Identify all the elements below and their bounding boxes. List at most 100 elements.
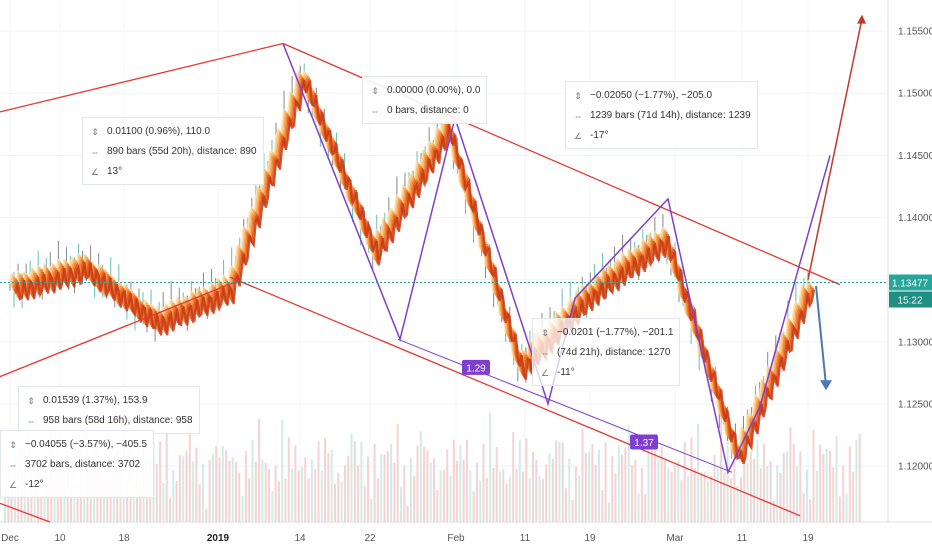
x-tick-label: 19 [584,533,596,544]
volume-bar [805,469,808,522]
volume-bar [436,490,439,522]
countdown-badge [889,291,932,308]
volume-bar [499,471,501,522]
volume-bar [716,468,719,522]
volume-bar [281,419,284,522]
volume-bar [607,502,610,522]
measure-box-3[interactable]: ⇕ −0.02050 (−1.77%), −205.0 ⇔ 1239 bars (7… [565,81,758,149]
volume-bar [815,471,818,522]
volume-bar [753,458,756,522]
volume-bar [591,443,594,522]
volume-bar [380,454,383,522]
volume-bar [551,458,554,522]
volume-bar [360,441,363,522]
volume-bar [165,429,168,522]
measure-box-6[interactable]: ⇕ −0.04055 (−3.57%), −405.5 ⇔ 3702 bars, d… [0,430,155,498]
volume-bar [779,472,782,522]
volume-bar [604,442,607,522]
volume-bar [657,459,660,522]
volume-bar [776,465,779,522]
volume-bar [4,487,6,522]
measure-box-2[interactable]: ⇕ 0.00000 (0.00%), 0.0 ⇔ 0 bars, distance:… [362,76,488,124]
volume-bar [756,439,759,522]
volume-bar [271,490,274,522]
volume-bar [634,459,637,522]
price-range-icon: ⇕ [574,91,582,101]
volume-bar [353,441,356,522]
volume-bar [363,485,366,522]
y-tick-label: 1.12000 [898,462,932,473]
volume-bar [330,449,333,522]
volume-bar [842,465,845,522]
volume-bar [10,481,13,522]
volume-bar [162,482,165,522]
measure-box-1[interactable]: ⇕ 0.01100 (0.96%), 110.0 ⇔ 890 bars (55d 2… [82,117,264,185]
volume-bar [175,481,178,522]
volume-bar [624,447,627,522]
volume-bar [261,459,264,522]
volume-bar [502,469,505,522]
x-tick-label: 14 [294,533,306,544]
volume-bar [334,483,336,522]
volume-bar [809,499,812,522]
channel-lower [229,276,801,517]
volume-bar [631,465,633,522]
volume-bar [858,434,861,522]
volume-bar [70,487,72,522]
volume-bar [838,496,841,522]
volume-bar [782,452,785,522]
volume-bar [528,478,531,522]
volume-bar [852,471,855,522]
volume-bar [759,468,762,522]
volume-bar [46,480,49,522]
volume-bar [532,451,534,522]
volume-bar [343,465,346,522]
volume-bar [664,460,666,522]
volume-bar [297,470,300,522]
volume-bar [736,485,739,522]
volume-bar [169,497,171,522]
volume-bar [700,472,703,522]
volume-bar [489,412,492,522]
measure-box-4[interactable]: ⇕ −0.0201 (−1.77%), −201.1 ⇔ (74d 21h), di… [532,318,681,386]
volume-bar [769,460,772,522]
bars-range-icon: ⇔ [26,416,36,426]
bars-range-icon: ⇔ [90,147,100,157]
measure-box-5[interactable]: ⇕ 0.01539 (1.37%), 153.9 ⇔ 958 bars (58d 1… [18,386,200,434]
volume-bar [829,450,831,522]
volume-bar [287,437,290,522]
volume-bar [680,480,683,522]
volume-bar [601,490,604,522]
volume-bar [357,465,360,522]
volume-bar [835,436,838,522]
volume-bar [723,472,726,522]
measure-angle: -11° [557,367,575,378]
volume-bar [327,453,330,522]
volume-bar [855,439,858,522]
ratio-label: 1.37 [634,438,654,449]
ratio-badge [462,359,490,375]
volume-bar [598,450,600,522]
angle-icon: ∠ [90,167,100,177]
volume-bar [505,483,508,522]
volume-bar [258,419,261,522]
volume-bar [614,473,617,522]
volume-bar [386,451,389,522]
volume-bar [466,440,468,522]
volume-bar [337,472,340,522]
volume-bar [310,459,313,522]
volume-bar [492,468,495,522]
volume-bar [244,451,247,522]
x-tick-label: 11 [737,533,748,544]
measure-price: −0.0201 (−1.77%), −201.1 [557,327,674,338]
volume-bar [449,475,452,522]
volume-bar [574,466,577,522]
zigzag-line [282,43,831,475]
volume-bar [416,445,419,522]
volume-bar [413,476,416,522]
volume-bar [525,438,528,522]
volume-bar [218,457,221,522]
volume-bar [799,451,802,522]
measure-bars: 3702 bars, distance: 3702 [25,459,141,470]
